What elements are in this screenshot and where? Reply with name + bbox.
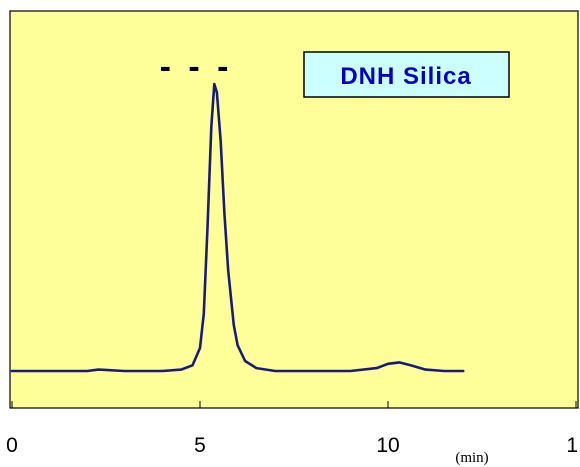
x-tick-label: 5 xyxy=(194,434,206,457)
peak-annotation: - - - xyxy=(160,48,233,86)
x-tick-label: 1 xyxy=(566,434,578,457)
legend-box xyxy=(303,51,510,98)
x-tick-label: 0 xyxy=(6,434,18,457)
legend: DNH Silica xyxy=(303,51,510,98)
series-line-dnh-silica xyxy=(10,82,465,373)
x-tick-label: 10 xyxy=(376,434,399,457)
x-axis-unit-label: (min) xyxy=(455,450,488,466)
x-axis-ticks xyxy=(11,401,577,408)
legend-label: DNH Silica xyxy=(340,63,471,90)
x-axis-tick-labels: 0 5 10 1 xyxy=(6,434,578,457)
